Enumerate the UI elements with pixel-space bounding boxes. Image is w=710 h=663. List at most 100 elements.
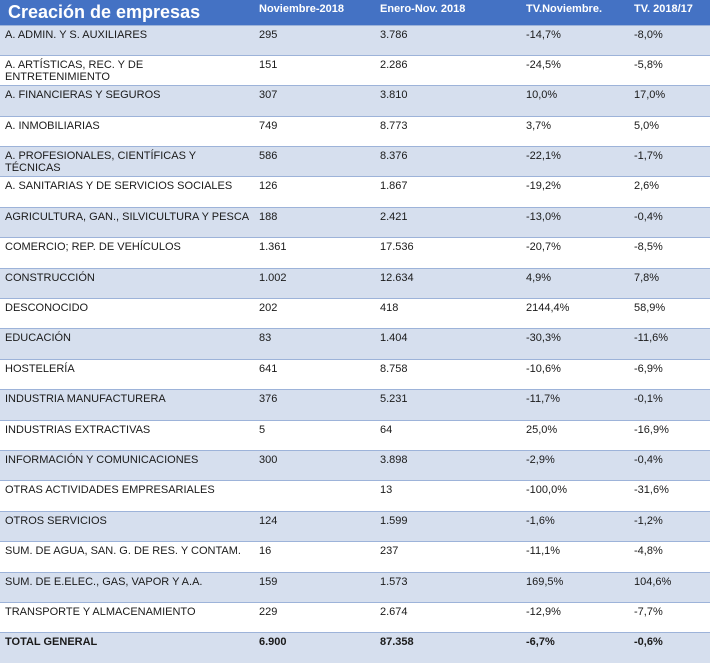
row-noviembre-cell: 1.002 [250,267,371,299]
table-row: EDUCACIÓN 83 1.404 -30,3% -11,6% [0,328,710,360]
row-enero-nov-cell: 17.536 [371,237,517,269]
row-name-cell: HOSTELERÍA [0,358,250,390]
row-tv-noviembre-cell: -24,5% [517,54,625,86]
row-enero-nov-cell: 1.404 [371,328,517,360]
row-name-cell: INDUSTRIA MANUFACTURERA [0,389,250,421]
row-tv-noviembre-cell: -1,6% [517,510,625,542]
row-name-cell: OTROS SERVICIOS [0,510,250,542]
row-tv-noviembre-cell: -19,2% [517,176,625,208]
row-tv-year-cell: -0,4% [625,449,710,481]
row-name-cell: CONSTRUCCIÓN [0,267,250,299]
table-row: AGRICULTURA, GAN., SILVICULTURA Y PESCA 1… [0,206,710,238]
row-tv-noviembre-cell: 4,9% [517,267,625,299]
row-enero-nov-cell: 237 [371,541,517,573]
row-tv-noviembre-cell: -2,9% [517,449,625,481]
table-row: COMERCIO; REP. DE VEHÍCULOS 1.361 17.536 -2… [0,237,710,269]
table-row: SUM. DE E.ELEC., GAS, VAPOR Y A.A. 159 1.5… [0,571,710,603]
header-tv-year: TV. 2018/17 [634,3,693,15]
row-name-cell: TRANSPORTE Y ALMACENAMIENTO [0,601,250,633]
row-tv-year-cell: 17,0% [625,85,710,117]
row-noviembre-cell: 83 [250,328,371,360]
row-name-cell: AGRICULTURA, GAN., SILVICULTURA Y PESCA [0,206,250,238]
row-tv-year-cell: -7,7% [625,601,710,633]
row-enero-nov-cell: 64 [371,419,517,451]
row-tv-noviembre-cell: -20,7% [517,237,625,269]
row-name-cell: A. ARTÍSTICAS, REC. Y DE ENTRETENIMIENTO [0,54,250,86]
row-noviembre-cell: 641 [250,358,371,390]
row-noviembre-cell: 307 [250,85,371,117]
row-tv-year-cell: 104,6% [625,571,710,603]
row-enero-nov-cell: 13 [371,480,517,512]
row-name-cell: A. FINANCIERAS Y SEGUROS [0,85,250,117]
row-tv-year-cell: -8,5% [625,237,710,269]
row-tv-year-cell: -31,6% [625,480,710,512]
table-row: A. FINANCIERAS Y SEGUROS 307 3.810 10,0% 17,… [0,85,710,117]
row-tv-year-cell: -1,7% [625,146,710,177]
row-enero-nov-cell: 3.898 [371,449,517,481]
table-header: Creación de empresas Noviembre-2018 Ener… [0,0,710,25]
row-noviembre-cell: 749 [250,115,371,147]
row-tv-noviembre-cell: 25,0% [517,419,625,451]
header-enero-nov: Enero-Nov. 2018 [380,3,466,15]
row-tv-noviembre-cell: -12,9% [517,601,625,633]
table-row: DESCONOCIDO 202 418 2144,4% 58,9% [0,298,710,329]
header-row: Creación de empresas Noviembre-2018 Ener… [0,0,710,25]
row-tv-noviembre-cell: -10,6% [517,358,625,390]
row-tv-noviembre-cell: 3,7% [517,115,625,147]
total-row-enero-nov-cell: 87.358 [371,632,517,663]
row-tv-noviembre-cell: -22,1% [517,146,625,177]
row-enero-nov-cell: 12.634 [371,267,517,299]
row-name-cell: SUM. DE AGUA, SAN. G. DE RES. Y CONTAM. [0,541,250,573]
row-enero-nov-cell: 2.286 [371,54,517,86]
table-row: A. SANITARIAS Y DE SERVICIOS SOCIALES 126… [0,176,710,208]
row-tv-year-cell: -8,0% [625,24,710,56]
total-row-noviembre-cell: 6.900 [250,632,371,663]
row-enero-nov-cell: 8.758 [371,358,517,390]
table-row: SUM. DE AGUA, SAN. G. DE RES. Y CONTAM. 1… [0,541,710,573]
table-body: A. ADMIN. Y S. AUXILIARES 295 3.786 -14,7% -… [0,24,710,663]
row-noviembre-cell: 159 [250,571,371,603]
row-noviembre-cell: 124 [250,510,371,542]
row-tv-year-cell: 7,8% [625,267,710,299]
table-row: INFORMACIÓN Y COMUNICACIONES 300 3.898 -2,9… [0,449,710,481]
row-name-cell: DESCONOCIDO [0,298,250,329]
table-row: CONSTRUCCIÓN 1.002 12.634 4,9% 7,8% [0,267,710,299]
row-tv-year-cell: 5,0% [625,115,710,147]
table-row: OTROS SERVICIOS 124 1.599 -1,6% -1,2% [0,510,710,542]
row-noviembre-cell: 126 [250,176,371,208]
row-tv-noviembre-cell: 169,5% [517,571,625,603]
row-tv-noviembre-cell: -14,7% [517,24,625,56]
table-row: TRANSPORTE Y ALMACENAMIENTO 229 2.674 -12,9… [0,601,710,633]
row-enero-nov-cell: 3.786 [371,24,517,56]
total-row-tv-year-cell: -0,6% [625,632,710,663]
row-tv-year-cell: -5,8% [625,54,710,86]
row-tv-year-cell: 58,9% [625,298,710,329]
row-enero-nov-cell: 1.599 [371,510,517,542]
table-row: A. ADMIN. Y S. AUXILIARES 295 3.786 -14,7% -… [0,24,710,56]
table-row: INDUSTRIA MANUFACTURERA 376 5.231 -11,7% -0,… [0,389,710,421]
row-noviembre-cell: 229 [250,601,371,633]
header-noviembre: Noviembre-2018 [259,3,344,15]
row-tv-noviembre-cell: 2144,4% [517,298,625,329]
row-noviembre-cell: 202 [250,298,371,329]
table-title: Creación de empresas [8,2,201,22]
row-enero-nov-cell: 418 [371,298,517,329]
row-noviembre-cell: 376 [250,389,371,421]
row-noviembre-cell: 188 [250,206,371,238]
row-noviembre-cell: 151 [250,54,371,86]
table-row: OTRAS ACTIVIDADES EMPRESARIALES 13 -100,0%… [0,480,710,512]
row-tv-year-cell: -16,9% [625,419,710,451]
row-tv-year-cell: -4,8% [625,541,710,573]
total-row-tv-noviembre-cell: -6,7% [517,632,625,663]
total-row-name-cell: TOTAL GENERAL [0,632,250,663]
row-tv-year-cell: -11,6% [625,328,710,360]
row-enero-nov-cell: 8.376 [371,146,517,177]
row-noviembre-cell: 16 [250,541,371,573]
row-noviembre-cell: 295 [250,24,371,56]
row-tv-noviembre-cell: -11,1% [517,541,625,573]
row-tv-noviembre-cell: -11,7% [517,389,625,421]
table-row: INDUSTRIAS EXTRACTIVAS 5 64 25,0% -16,9% [0,419,710,451]
total-row: TOTAL GENERAL 6.900 87.358 -6,7% -0,6% [0,632,710,663]
row-name-cell: A. SANITARIAS Y DE SERVICIOS SOCIALES [0,176,250,208]
row-noviembre-cell [250,480,371,512]
